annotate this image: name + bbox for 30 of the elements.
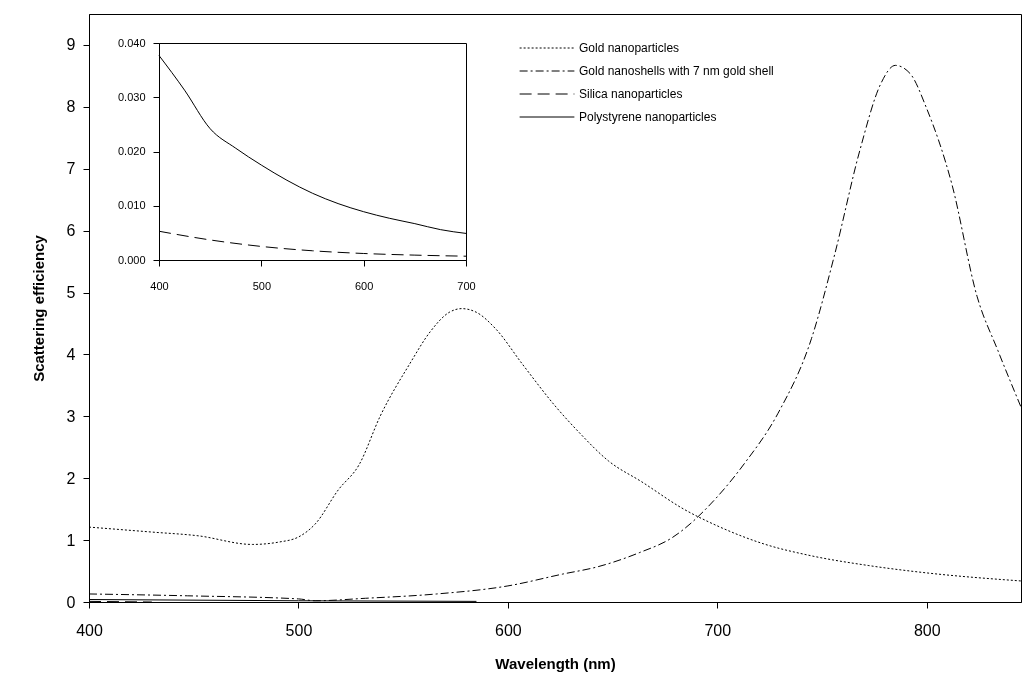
y-tick-label: 0.040 [117, 36, 146, 49]
x-tick-label: 700 [704, 621, 732, 639]
y-tick-label: 2 [66, 469, 76, 487]
y-tick-label: 3 [66, 407, 76, 425]
legend-label: Polystyrene nanoparticles [579, 110, 717, 124]
x-axis-title: Wavelength (nm) [495, 654, 616, 672]
y-tick-label: 0.000 [117, 253, 146, 266]
y-tick-label: 7 [66, 160, 76, 178]
x-tick-label: 500 [252, 279, 272, 292]
y-tick-label: 0.010 [117, 199, 146, 212]
legend-label: Gold nanoshells with 7 nm gold shell [579, 64, 774, 78]
y-tick-label: 0 [66, 593, 76, 611]
x-tick-label: 400 [150, 279, 169, 292]
y-tick-label: 0.030 [117, 90, 146, 103]
x-tick-label: 800 [913, 621, 941, 639]
y-tick-label: 4 [66, 345, 76, 363]
y-tick-label: 8 [66, 98, 76, 116]
x-tick-label: 600 [354, 279, 374, 292]
x-tick-label: 700 [457, 279, 476, 292]
y-tick-label: 9 [66, 36, 76, 54]
x-tick-label: 400 [76, 621, 103, 639]
legend-label: Gold nanoparticles [579, 41, 680, 55]
x-tick-label: 500 [285, 621, 313, 639]
legend-label: Silica nanoparticles [579, 87, 683, 101]
y-tick-label: 6 [66, 222, 76, 240]
y-tick-label: 5 [66, 284, 76, 302]
x-tick-label: 600 [495, 621, 522, 639]
y-axis-title: Scattering efficiency [29, 234, 47, 382]
y-tick-label: 1 [66, 531, 76, 549]
y-tick-label: 0.020 [117, 145, 146, 157]
